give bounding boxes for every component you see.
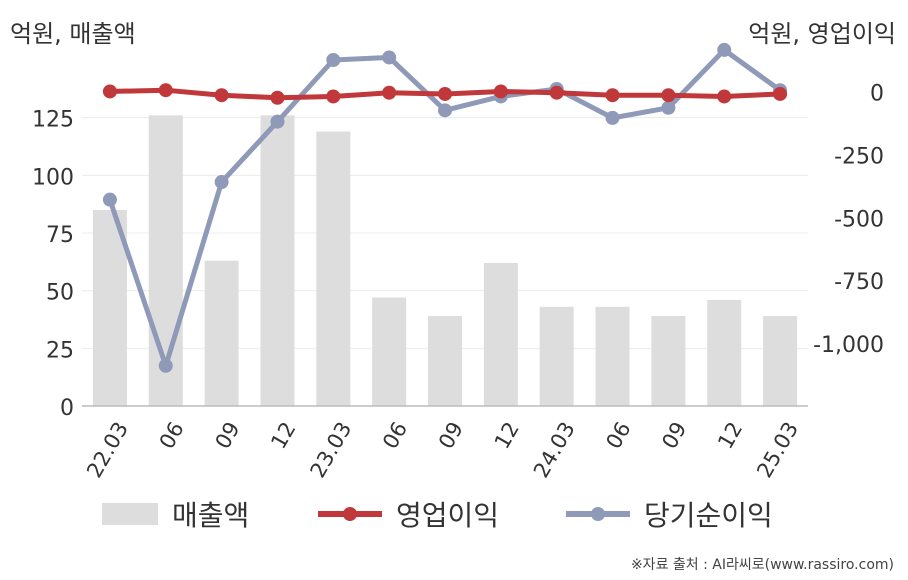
data-point <box>214 88 229 103</box>
data-point <box>717 89 732 104</box>
right-tick-label: -750 <box>834 270 884 295</box>
data-point <box>158 83 173 98</box>
gridlines <box>82 117 808 349</box>
x-tick-label: 12 <box>266 418 300 453</box>
legend: 매출액 영업이익 당기순이익 <box>0 494 908 534</box>
data-point <box>773 86 788 101</box>
left-tick-label: 75 <box>46 223 74 248</box>
data-point <box>214 175 229 190</box>
data-point <box>102 192 117 207</box>
data-point <box>158 358 173 373</box>
bar <box>483 262 518 406</box>
legend-swatch-red-line <box>318 507 382 521</box>
legend-item-operating-income: 영업이익 <box>318 494 499 534</box>
left-tick-label: 100 <box>32 165 74 190</box>
bar <box>707 299 742 406</box>
source-note: ※자료 출처 : AI라씨로(www.rassiro.com) <box>630 557 894 573</box>
bar <box>651 316 686 406</box>
data-point <box>102 84 117 99</box>
legend-swatch-gray-line <box>566 507 630 521</box>
legend-label-net-income: 당기순이익 <box>644 499 773 532</box>
bar <box>428 316 462 406</box>
x-tick-label: 09 <box>211 418 245 453</box>
right-tick-label: -1,000 <box>813 333 884 358</box>
bar <box>260 115 295 407</box>
bar <box>204 260 239 406</box>
legend-item-net-income: 당기순이익 <box>566 494 773 534</box>
x-tick-label: 09 <box>434 418 468 453</box>
bar <box>763 316 798 406</box>
x-tick-label: 06 <box>378 418 412 453</box>
left-tick-label: 125 <box>32 108 74 133</box>
x-tick-label: 24.03 <box>529 418 580 482</box>
data-point <box>549 85 564 100</box>
left-axis-unit: 억원, 매출액 <box>10 20 136 48</box>
bar <box>92 209 127 406</box>
legend-label-operating-income: 영업이익 <box>396 499 500 532</box>
bar <box>595 306 630 406</box>
data-point <box>270 90 285 105</box>
x-tick-label: 25.03 <box>752 418 803 482</box>
data-point <box>717 42 732 57</box>
data-point <box>382 85 397 100</box>
left-tick-label: 25 <box>46 338 74 363</box>
legend-item-revenue: 매출액 <box>102 494 249 534</box>
bar <box>316 131 351 407</box>
data-point <box>661 100 676 115</box>
data-point <box>382 50 397 65</box>
legend-swatch-bar <box>102 503 158 525</box>
x-tick-label: 12 <box>490 418 524 453</box>
x-tick-label: 06 <box>155 418 189 453</box>
data-point <box>493 84 508 99</box>
data-point <box>661 88 676 103</box>
x-tick-label: 06 <box>601 418 635 453</box>
x-tick-label: 09 <box>657 418 691 453</box>
combo-chart: 125 100 75 50 25 0 0 -250 -500 -750 -1,000 22.03 06 0… <box>32 42 884 482</box>
legend-label-revenue: 매출액 <box>172 499 250 532</box>
data-point <box>326 53 341 67</box>
data-point <box>605 88 620 103</box>
bars <box>92 115 798 407</box>
data-point <box>605 110 620 125</box>
bar <box>539 306 574 406</box>
left-tick-label: 50 <box>46 281 74 306</box>
right-axis-unit: 억원, 영업이익 <box>748 20 896 48</box>
x-tick-label: 23.03 <box>306 418 357 482</box>
left-tick-label: 0 <box>60 396 74 421</box>
lines <box>102 42 788 373</box>
data-point <box>438 103 452 118</box>
right-tick-label: -250 <box>834 144 884 169</box>
right-tick-label: -500 <box>834 207 884 232</box>
right-tick-label: 0 <box>870 81 884 106</box>
data-point <box>270 114 285 129</box>
data-point <box>326 89 341 104</box>
x-tick-label: 12 <box>713 418 747 453</box>
x-tick-label: 22.03 <box>82 418 133 482</box>
bar <box>372 297 407 406</box>
data-point <box>438 86 452 101</box>
